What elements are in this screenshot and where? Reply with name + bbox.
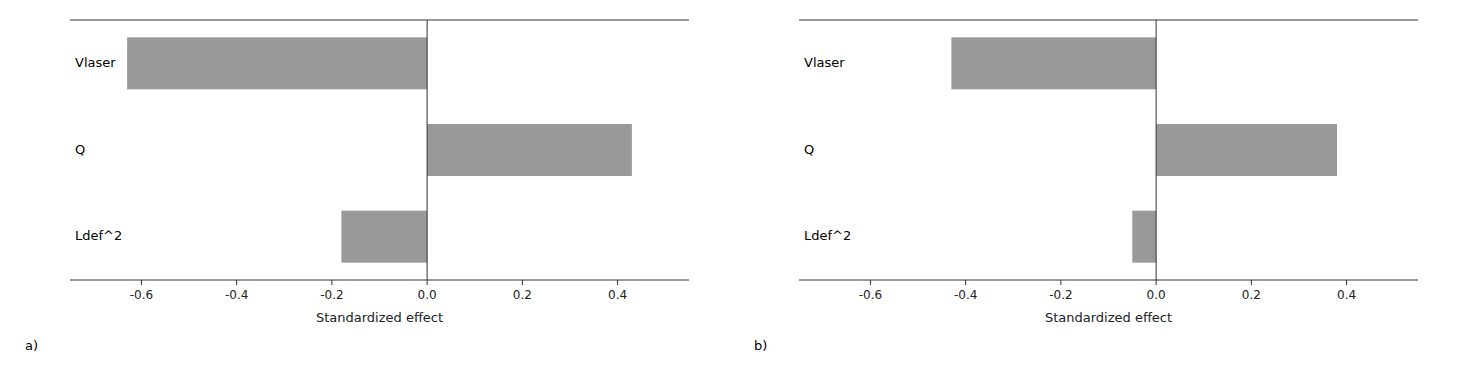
- tick: [331, 280, 332, 285]
- bar: [427, 124, 632, 176]
- bars: [127, 37, 632, 262]
- axis-top: [70, 20, 689, 21]
- tick-label: 0.0: [1147, 288, 1166, 302]
- category-label: Ldef^2: [75, 228, 122, 243]
- tick-label: -0.4: [225, 288, 248, 302]
- tick-label: 0.4: [608, 288, 627, 302]
- tick: [1060, 280, 1061, 285]
- tick: [522, 280, 523, 285]
- tick-label: 0.2: [513, 288, 532, 302]
- tick-label: 0.4: [1337, 288, 1356, 302]
- panel: -0.6 -0.4 -0.2 0.0 0.2 0.4 Ldef^2 Q Vlaser Standa…: [25, 20, 689, 353]
- category-label: Q: [75, 142, 85, 157]
- category-label: Vlaser: [75, 55, 116, 70]
- bars: [951, 37, 1337, 262]
- tick: [870, 280, 871, 285]
- bar: [1156, 124, 1337, 176]
- category-label: Ldef^2: [804, 228, 851, 243]
- x-axis-label: Standardized effect: [316, 310, 443, 325]
- tick-label: -0.6: [859, 288, 882, 302]
- panel-label: a): [25, 338, 38, 353]
- bar: [341, 211, 427, 263]
- tick: [1251, 280, 1252, 285]
- category-label: Q: [804, 142, 814, 157]
- axis-bottom: [70, 280, 689, 281]
- tick: [141, 280, 142, 285]
- tick-label: -0.6: [130, 288, 153, 302]
- tick-label: -0.2: [1049, 288, 1072, 302]
- tick: [1156, 280, 1157, 285]
- x-axis-label: Standardized effect: [1045, 310, 1172, 325]
- tick-label: 0.2: [1242, 288, 1261, 302]
- bar: [1132, 211, 1156, 263]
- tick: [617, 280, 618, 285]
- tick: [965, 280, 966, 285]
- bar: [127, 37, 427, 89]
- tick: [427, 280, 428, 285]
- tick-label: -0.2: [320, 288, 343, 302]
- bar: [951, 37, 1156, 89]
- tick-label: 0.0: [418, 288, 437, 302]
- axis-bottom: [799, 280, 1418, 281]
- axis-top: [799, 20, 1418, 21]
- zero-line: [1156, 20, 1157, 280]
- panel-label: b): [754, 338, 767, 353]
- tick: [236, 280, 237, 285]
- panel: -0.6 -0.4 -0.2 0.0 0.2 0.4 Ldef^2 Q Vlaser Standa…: [754, 20, 1418, 353]
- chart-figure: -0.6 -0.4 -0.2 0.0 0.2 0.4 Ldef^2 Q Vlaser Standa…: [0, 0, 1458, 372]
- zero-line: [427, 20, 428, 280]
- category-label: Vlaser: [804, 55, 845, 70]
- tick-label: -0.4: [954, 288, 977, 302]
- tick: [1346, 280, 1347, 285]
